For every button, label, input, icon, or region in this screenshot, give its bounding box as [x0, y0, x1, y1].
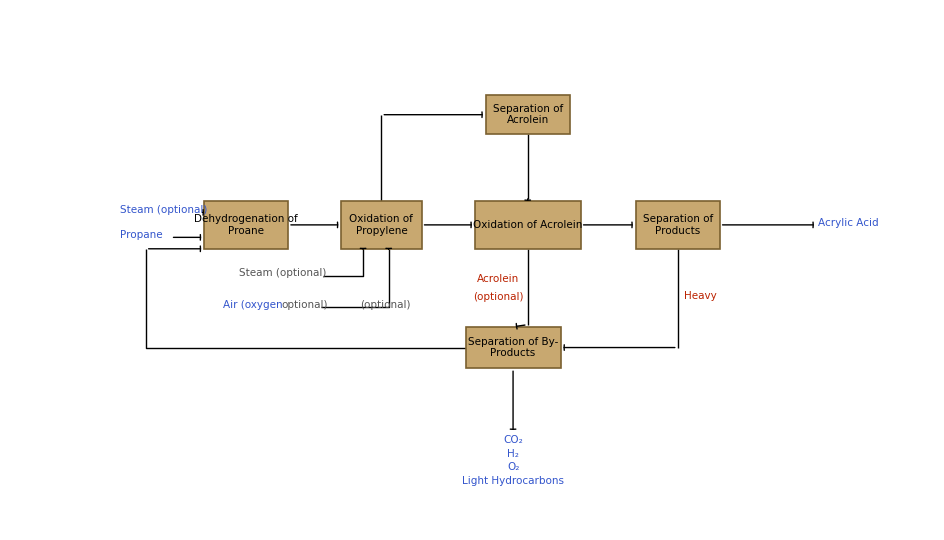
Text: Oxidation of
Propylene: Oxidation of Propylene	[349, 214, 413, 235]
FancyBboxPatch shape	[475, 201, 581, 249]
FancyBboxPatch shape	[635, 201, 719, 249]
FancyBboxPatch shape	[465, 327, 561, 368]
Text: Dehydrogenation of
Proane: Dehydrogenation of Proane	[194, 214, 298, 235]
Text: H₂: H₂	[507, 449, 519, 458]
Text: Steam (optional): Steam (optional)	[239, 268, 326, 278]
Text: Separation of
Products: Separation of Products	[643, 214, 713, 235]
Text: O₂: O₂	[507, 462, 519, 472]
FancyBboxPatch shape	[341, 201, 422, 249]
Text: Air (oxygen: Air (oxygen	[223, 300, 282, 309]
Text: Acrolein: Acrolein	[478, 274, 519, 284]
Text: optional): optional)	[281, 300, 328, 309]
Text: Propane: Propane	[120, 230, 162, 240]
Text: Light Hydrocarbons: Light Hydrocarbons	[462, 476, 565, 486]
Text: Heavy: Heavy	[683, 291, 716, 301]
FancyBboxPatch shape	[204, 201, 288, 249]
Text: Acrylic Acid: Acrylic Acid	[818, 218, 879, 228]
Text: Separation of By-
Products: Separation of By- Products	[468, 337, 558, 359]
Text: Steam (optional): Steam (optional)	[120, 205, 208, 215]
Text: (optional): (optional)	[360, 300, 411, 309]
FancyBboxPatch shape	[485, 95, 570, 134]
Text: Separation of
Acrolein: Separation of Acrolein	[493, 104, 563, 125]
Text: (optional): (optional)	[473, 292, 524, 302]
Text: CO₂: CO₂	[503, 435, 523, 445]
Text: Oxidation of Acrolein: Oxidation of Acrolein	[473, 220, 582, 230]
